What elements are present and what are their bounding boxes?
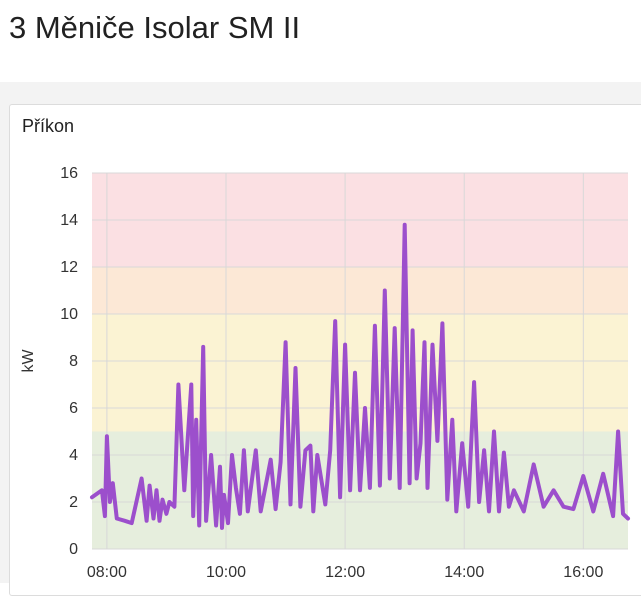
y-axis-label: kW (20, 349, 37, 373)
y-tick-label: 8 (69, 353, 78, 370)
series-line-0 (90, 222, 630, 530)
x-tick-label: 16:00 (563, 564, 603, 581)
y-tick-label: 6 (69, 400, 78, 417)
page-title: 3 Měniče Isolar SM II (9, 10, 301, 45)
y-axis-ticks: 0 2 4 6 8 10 12 14 16 (60, 165, 78, 558)
y-tick-label: 14 (60, 212, 78, 229)
chart-title: Příkon (22, 116, 75, 136)
x-tick-label: 10:00 (206, 564, 246, 581)
x-tick-label: 08:00 (87, 564, 127, 581)
x-tick-label: 12:00 (325, 564, 365, 581)
y-tick-label: 12 (60, 259, 78, 276)
y-tick-label: 10 (60, 306, 78, 323)
chart-series (90, 222, 630, 530)
threshold-band-2 (92, 267, 628, 314)
threshold-band-1 (92, 314, 628, 432)
y-tick-label: 0 (69, 541, 78, 558)
y-tick-label: 4 (69, 447, 78, 464)
y-tick-label: 2 (69, 494, 78, 511)
y-tick-label: 16 (60, 165, 78, 182)
x-axis-ticks: 08:00 10:00 12:00 14:00 16:00 (87, 564, 604, 581)
x-tick-label: 14:00 (444, 564, 484, 581)
